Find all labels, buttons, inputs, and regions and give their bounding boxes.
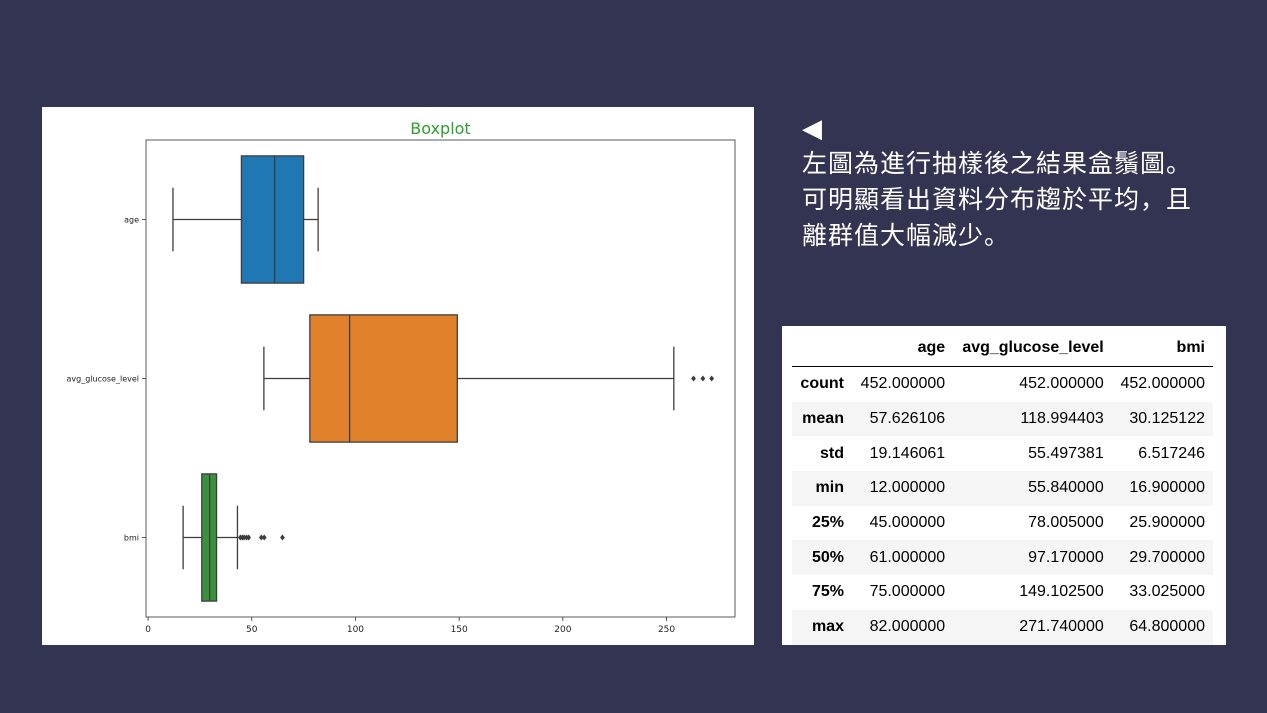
row-label: mean: [802, 410, 844, 428]
table-header-cell: [792, 330, 852, 367]
table-cell: 12.000000: [869, 479, 946, 497]
table-row: 75% 75.000000 149.102500 33.025000: [792, 575, 1213, 610]
outlier-point: [700, 375, 706, 382]
note-line: 離群值大幅減少。: [802, 221, 1011, 250]
outlier-point: [241, 534, 247, 541]
note-line: 可明顯看出資料分布趨於平均，且: [802, 185, 1193, 214]
table-cell: 30.125122: [1129, 410, 1205, 428]
table-cell: 82.000000: [869, 618, 946, 636]
outlier-point: [709, 375, 715, 382]
row-label: max: [811, 618, 844, 636]
table-cell: 61.000000: [869, 548, 946, 566]
row-label: 50%: [811, 548, 844, 566]
row-label: min: [815, 479, 844, 497]
x-tick-label: 200: [554, 625, 571, 635]
table-row: 25% 45.000000 78.005000 25.900000: [792, 506, 1213, 541]
table-row: min 12.000000 55.840000 16.900000: [792, 471, 1213, 506]
y-tick-label: avg_glucose_level: [67, 375, 140, 384]
box-avg-glucose-level: [309, 314, 458, 443]
row-label: std: [819, 444, 844, 462]
note-line: 左圖為進行抽樣後之結果盒鬚圖。: [802, 149, 1193, 178]
table-cell: 55.497381: [1028, 444, 1104, 462]
row-label: 75%: [811, 583, 844, 601]
table-cell: 19.146061: [869, 444, 946, 462]
outlier-point: [246, 534, 252, 541]
table-cell: 75.000000: [869, 583, 946, 601]
table-cell: 16.900000: [1129, 479, 1205, 497]
table-row: 50% 61.000000 97.170000 29.700000: [792, 540, 1213, 576]
outlier-point: [261, 534, 267, 541]
box-age: [240, 155, 305, 284]
describe-table-panel: age avg_glucose_level bmi count 452.00000…: [782, 326, 1226, 645]
x-tick-label: 250: [658, 625, 675, 635]
table-cell: 271.740000: [1019, 618, 1104, 636]
y-tick-label: age: [124, 216, 139, 225]
table-cell: 6.517246: [1138, 444, 1205, 462]
table-cell: 33.025000: [1129, 583, 1205, 601]
table-header-cell: age: [851, 330, 954, 367]
row-label: count: [800, 375, 844, 393]
outlier-point: [691, 375, 696, 382]
boxplot-chart: Boxplot 0 50 100 150 200 250 age avg_glucose_lev…: [42, 107, 754, 645]
x-tick-label: 150: [451, 625, 468, 635]
table-cell: 149.102500: [1019, 583, 1104, 601]
x-tick-label: 50: [246, 625, 258, 635]
table-cell: 64.800000: [1129, 618, 1205, 636]
outlier-point: [258, 534, 264, 541]
table-cell: 45.000000: [869, 514, 946, 532]
table-row: max 82.000000 271.740000 64.800000: [792, 609, 1213, 645]
x-tick-label: 0: [145, 625, 151, 635]
note-text: 左圖為進行抽樣後之結果盒鬚圖。 可明顯看出資料分布趨於平均，且 離群值大幅減少。: [802, 146, 1242, 254]
table-row: count 452.000000 452.000000 452.000000: [792, 367, 1213, 402]
annotation-note: ◀ 左圖為進行抽樣後之結果盒鬚圖。 可明顯看出資料分布趨於平均，且 離群值大幅減…: [802, 112, 1242, 254]
outlier-point: [280, 534, 285, 541]
left-arrow-icon: ◀: [802, 114, 822, 144]
row-label: 25%: [811, 514, 844, 532]
table-row: mean 57.626106 118.994403 30.125122: [792, 401, 1213, 437]
table-cell: 25.900000: [1129, 514, 1205, 532]
table-cell: 55.840000: [1028, 479, 1104, 497]
table-cell: 452.000000: [1120, 375, 1205, 393]
table-cell: 57.626106: [869, 410, 946, 428]
table-cell: 452.000000: [860, 375, 946, 393]
table-header-cell: bmi: [1111, 330, 1213, 367]
x-tick-label: 100: [347, 625, 364, 635]
boxplot-svg: Boxplot 0 50 100 150 200 250 age avg_glucose_lev…: [67, 119, 736, 635]
table-cell: 118.994403: [1020, 410, 1104, 428]
describe-table: age avg_glucose_level bmi count 452.00000…: [792, 330, 1213, 645]
table-cell: 29.700000: [1129, 548, 1205, 566]
table-cell: 97.170000: [1028, 548, 1104, 566]
chart-title: Boxplot: [410, 119, 470, 138]
y-tick-label: bmi: [124, 534, 139, 543]
table-row: std 19.146061 55.497381 6.517246: [792, 436, 1213, 471]
table-header-row: age avg_glucose_level bmi: [792, 330, 1213, 367]
table-header-cell: avg_glucose_level: [953, 330, 1112, 367]
table-cell: 78.005000: [1028, 514, 1104, 532]
table-cell: 452.000000: [1019, 375, 1104, 393]
